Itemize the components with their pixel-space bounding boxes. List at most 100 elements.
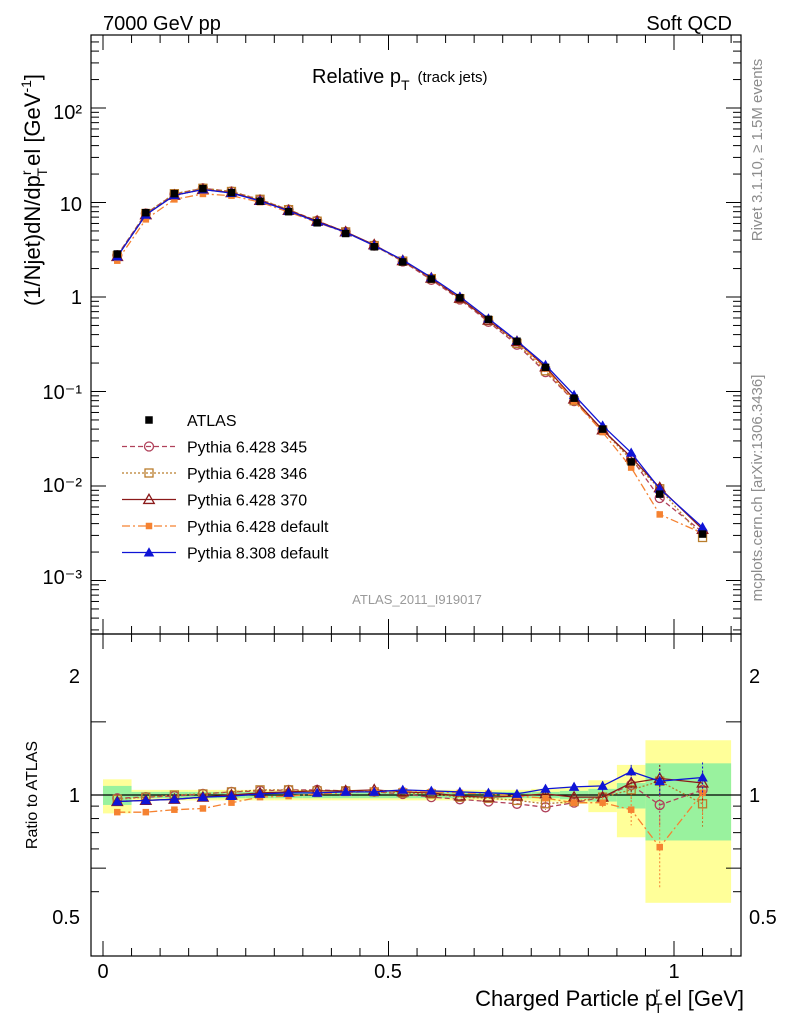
ratio-point [540,783,551,793]
data-point-atlas [627,458,635,466]
ratio-point [228,799,235,806]
ratio-point [283,787,294,797]
rivet-version-label: Rivet 3.1.10, ≥ 1.5M events [749,59,766,242]
legend-marker [143,441,155,452]
ratio-point [171,806,178,813]
data-point [627,464,635,471]
data-point-atlas [484,315,493,324]
ratio-point [140,795,152,805]
ratio-point [340,786,351,796]
series-line [116,187,704,538]
ratio-point [654,775,665,786]
ratio-point [112,796,123,806]
ratio-point [199,805,207,812]
data-point [625,447,637,457]
legend-marker [142,492,156,505]
data-point-atlas [456,294,464,302]
main-frame [90,34,742,635]
ratio-point [625,766,637,776]
data-point-atlas [399,258,407,266]
ratio-point [626,785,636,795]
ratio-point [226,790,237,800]
ratio-point [483,787,494,797]
legend-marker [145,522,153,530]
legend-entry: ATLAS [145,413,237,430]
ratio-tick-label: 2 [69,666,80,688]
ratio-point [454,786,466,796]
legend-entry: Pythia 6.428 370 [122,493,307,510]
data-point-atlas [698,530,707,538]
data-point-atlas [570,394,578,402]
legend-label: Pythia 6.428 default [187,519,329,536]
ratio-point [699,789,706,797]
data-point [656,511,663,518]
legend-entry: Pythia 6.428 default [122,519,329,536]
ratio-point [654,799,665,811]
legend-entry: Pythia 6.428 345 [122,440,307,457]
data-point-atlas [655,490,664,498]
legend-label: Pythia 6.428 346 [187,466,307,483]
data-point-atlas [313,219,321,227]
ratio-point [624,776,638,788]
data-point-atlas [113,250,122,258]
ratio-tick-label-right: 1 [749,785,760,807]
data-point-atlas [256,197,264,206]
ratio-point [627,806,635,813]
legend-label: Pythia 8.308 default [187,546,329,563]
legend-label: Pythia 6.428 345 [187,440,307,457]
legend-marker [143,547,155,557]
legend-label: ATLAS [187,413,237,430]
legend-entry: Pythia 8.308 default [122,546,329,563]
ratio-point [254,788,266,798]
ratio-uncertainty-bands [103,740,732,903]
ratio-series-layer [110,762,709,890]
x-tick-label: 0.5 [374,961,402,983]
series-3 [114,190,706,537]
ratio-series-4 [112,762,708,806]
main-series-layer [110,182,709,543]
legend-marker [145,416,153,424]
ratio-point [597,780,608,790]
ratio-axis-label: Ratio to ATLAS [24,741,41,849]
data-point [697,522,708,532]
ratio-point [599,799,606,806]
ratio-tick-label-right: 0.5 [749,907,777,929]
ratio-point [197,791,209,802]
plot-title: Relative pT (track jets) [312,66,488,93]
data-point-atlas [284,207,293,216]
data-point [114,257,121,264]
x-tick-label: 0 [97,961,108,983]
ratio-point [114,808,121,816]
data-point-atlas [142,208,150,217]
data-point [142,216,150,223]
series-1 [112,183,708,543]
legend-marker [144,468,154,478]
data-series-atlas [113,184,707,538]
y-tick-label: 10⁻¹ [43,382,83,404]
header-left: 7000 GeV pp [103,13,221,35]
y-tick-label: 10⁻² [43,475,83,497]
data-point-atlas [341,229,350,238]
ratio-point [511,788,523,798]
data-point-atlas [370,243,378,251]
data-point-atlas [513,337,521,346]
axis-ticks [91,35,741,956]
ratio-point [697,772,708,782]
y-tick-labels: 10⁻³ 10⁻² 10⁻¹ 1 10 10² [43,102,83,589]
ratio-tick-label: 1 [69,785,80,807]
ratio-point [169,794,180,804]
legend-label: Pythia 6.428 370 [187,493,307,510]
data-point-atlas [427,275,436,283]
mcplots-label: mcplots.cern.ch [arXiv:1306.3436] [749,375,766,602]
legend-entry: Pythia 6.428 346 [122,466,307,483]
ratio-tick-label-right: 2 [749,666,760,688]
ratio-point [656,843,663,851]
data-point [199,190,207,198]
header-right: Soft QCD [646,13,732,35]
analysis-label: ATLAS_2011_I919017 [352,592,482,607]
data-point [171,196,178,203]
data-point-atlas [199,184,207,193]
series-0 [112,183,708,538]
y-tick-label: 10⁻³ [43,567,83,589]
